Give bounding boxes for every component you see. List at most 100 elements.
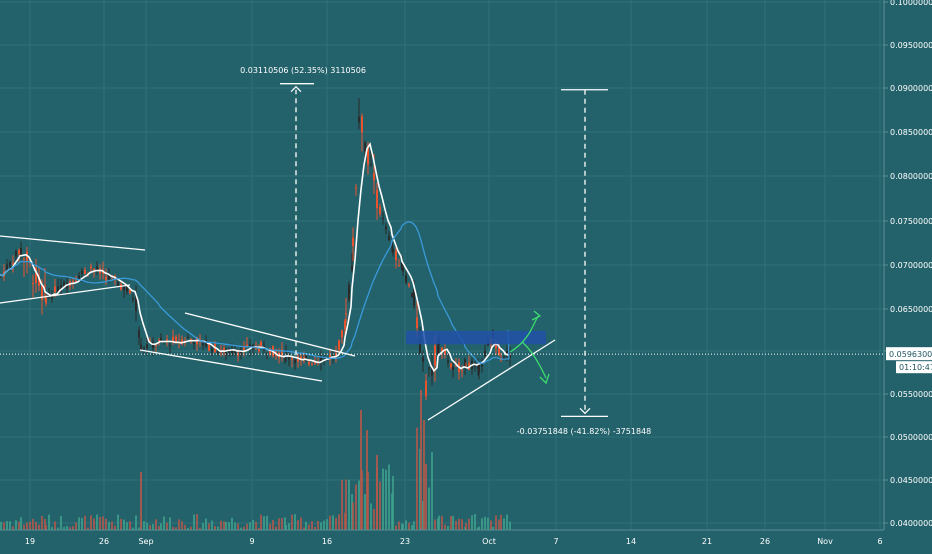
measure-down-label: -0.03751848 (-41.82%) -3751848 [517,427,651,436]
volume-bar [132,527,134,530]
time-tick-label: 23 [400,537,410,546]
volume-bar [155,519,157,530]
candle-body [281,349,283,356]
volume-bar [492,526,494,530]
candle-body [285,352,287,355]
volume-bar [75,522,77,530]
volume-bar [308,524,310,530]
time-tick-label: Sep [138,537,153,546]
volume-bar [169,517,171,530]
measure-down-arrowhead [579,407,591,415]
candle-body [385,226,387,230]
candle-body [308,361,310,365]
candle-body [117,282,119,286]
volume-bar [81,517,83,530]
candle-body [84,270,86,274]
volume-bar [305,521,307,530]
volume-bar [291,514,293,530]
volume-bar [452,516,454,530]
volume-bar [237,523,239,530]
candle-body [23,258,25,260]
volume-bar [48,514,50,530]
candle-body [303,357,305,359]
volume-bar [258,527,260,530]
candle-body [234,351,236,356]
projection-down-arrowhead [539,373,550,385]
volume-bar [411,525,413,530]
volume-bar [360,410,362,530]
volume-bar [413,521,415,530]
measure-up-arrowhead [290,85,302,93]
volume-bar [181,521,183,530]
volume-bar [416,427,418,530]
volume-bar [126,522,128,530]
volume-bar [228,522,230,530]
candle-body [373,173,375,181]
volume-bar [69,527,71,530]
candle-body [314,361,316,364]
candle-body [428,367,430,369]
volume-bar [15,520,17,530]
candle-body [15,250,17,257]
candle-body [166,339,168,342]
candle-body [484,350,486,357]
candle-body [416,317,418,328]
volume-bar [184,524,186,530]
candle-body [413,288,415,306]
volume-bar [20,517,22,530]
volume-bar [166,522,168,530]
candle-body [288,354,290,360]
candle-body [72,280,74,283]
candle-body [51,295,53,300]
candle-body [132,298,134,300]
time-axis[interactable]: 19 26 Sep 9 16 23 Oct 7 14 21 26 Nov 6 [0,529,932,550]
volume-bar [314,527,316,530]
volume-bar [249,522,251,530]
candle-body [379,206,381,214]
volume-bar [468,518,470,530]
candle-body [320,357,322,363]
volume-bar [160,523,162,530]
candle-body [93,269,95,271]
volume-bar [272,520,274,530]
volume-bar [6,521,8,530]
candle-body [447,360,449,363]
candle-body [149,340,151,342]
volume-bar [217,526,219,530]
candle-body [26,251,28,262]
volume-bar [458,518,460,530]
volume-bar [246,523,248,530]
volume-bar [199,527,201,530]
volume-bar [96,514,98,530]
volume-bar [444,524,446,530]
candle-body [269,348,271,355]
candle-body [152,342,154,348]
candle-body [367,145,369,165]
candle-body [345,313,347,315]
volume-bar [178,519,180,530]
volume-bar [326,519,328,530]
candle-body [208,343,210,351]
volume-bar [172,526,174,530]
candle-body [291,358,293,360]
candle-body [450,363,452,368]
candle-body [500,359,502,361]
volume-bar [484,516,486,530]
candle-body [78,275,80,280]
candle-body [187,337,189,339]
candle-body [441,347,443,352]
candle-body [335,353,337,357]
candle-body [294,359,296,364]
candle-body [138,330,140,338]
candle-body [419,339,421,354]
volume-bar [428,487,430,530]
time-tick-label: Oct [482,537,496,546]
volume-bar [44,519,46,530]
volume-bar [32,518,34,530]
